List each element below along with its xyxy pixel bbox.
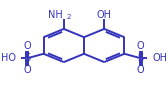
Text: O: O xyxy=(137,41,145,51)
Text: S: S xyxy=(24,53,30,63)
Text: O: O xyxy=(23,65,31,75)
Text: OH: OH xyxy=(97,10,112,19)
Text: OH: OH xyxy=(152,53,167,63)
Text: NH: NH xyxy=(48,10,63,19)
Text: O: O xyxy=(23,41,31,51)
Text: HO: HO xyxy=(1,53,16,63)
Text: S: S xyxy=(138,53,144,63)
Text: O: O xyxy=(137,65,145,75)
Text: 2: 2 xyxy=(67,14,71,20)
